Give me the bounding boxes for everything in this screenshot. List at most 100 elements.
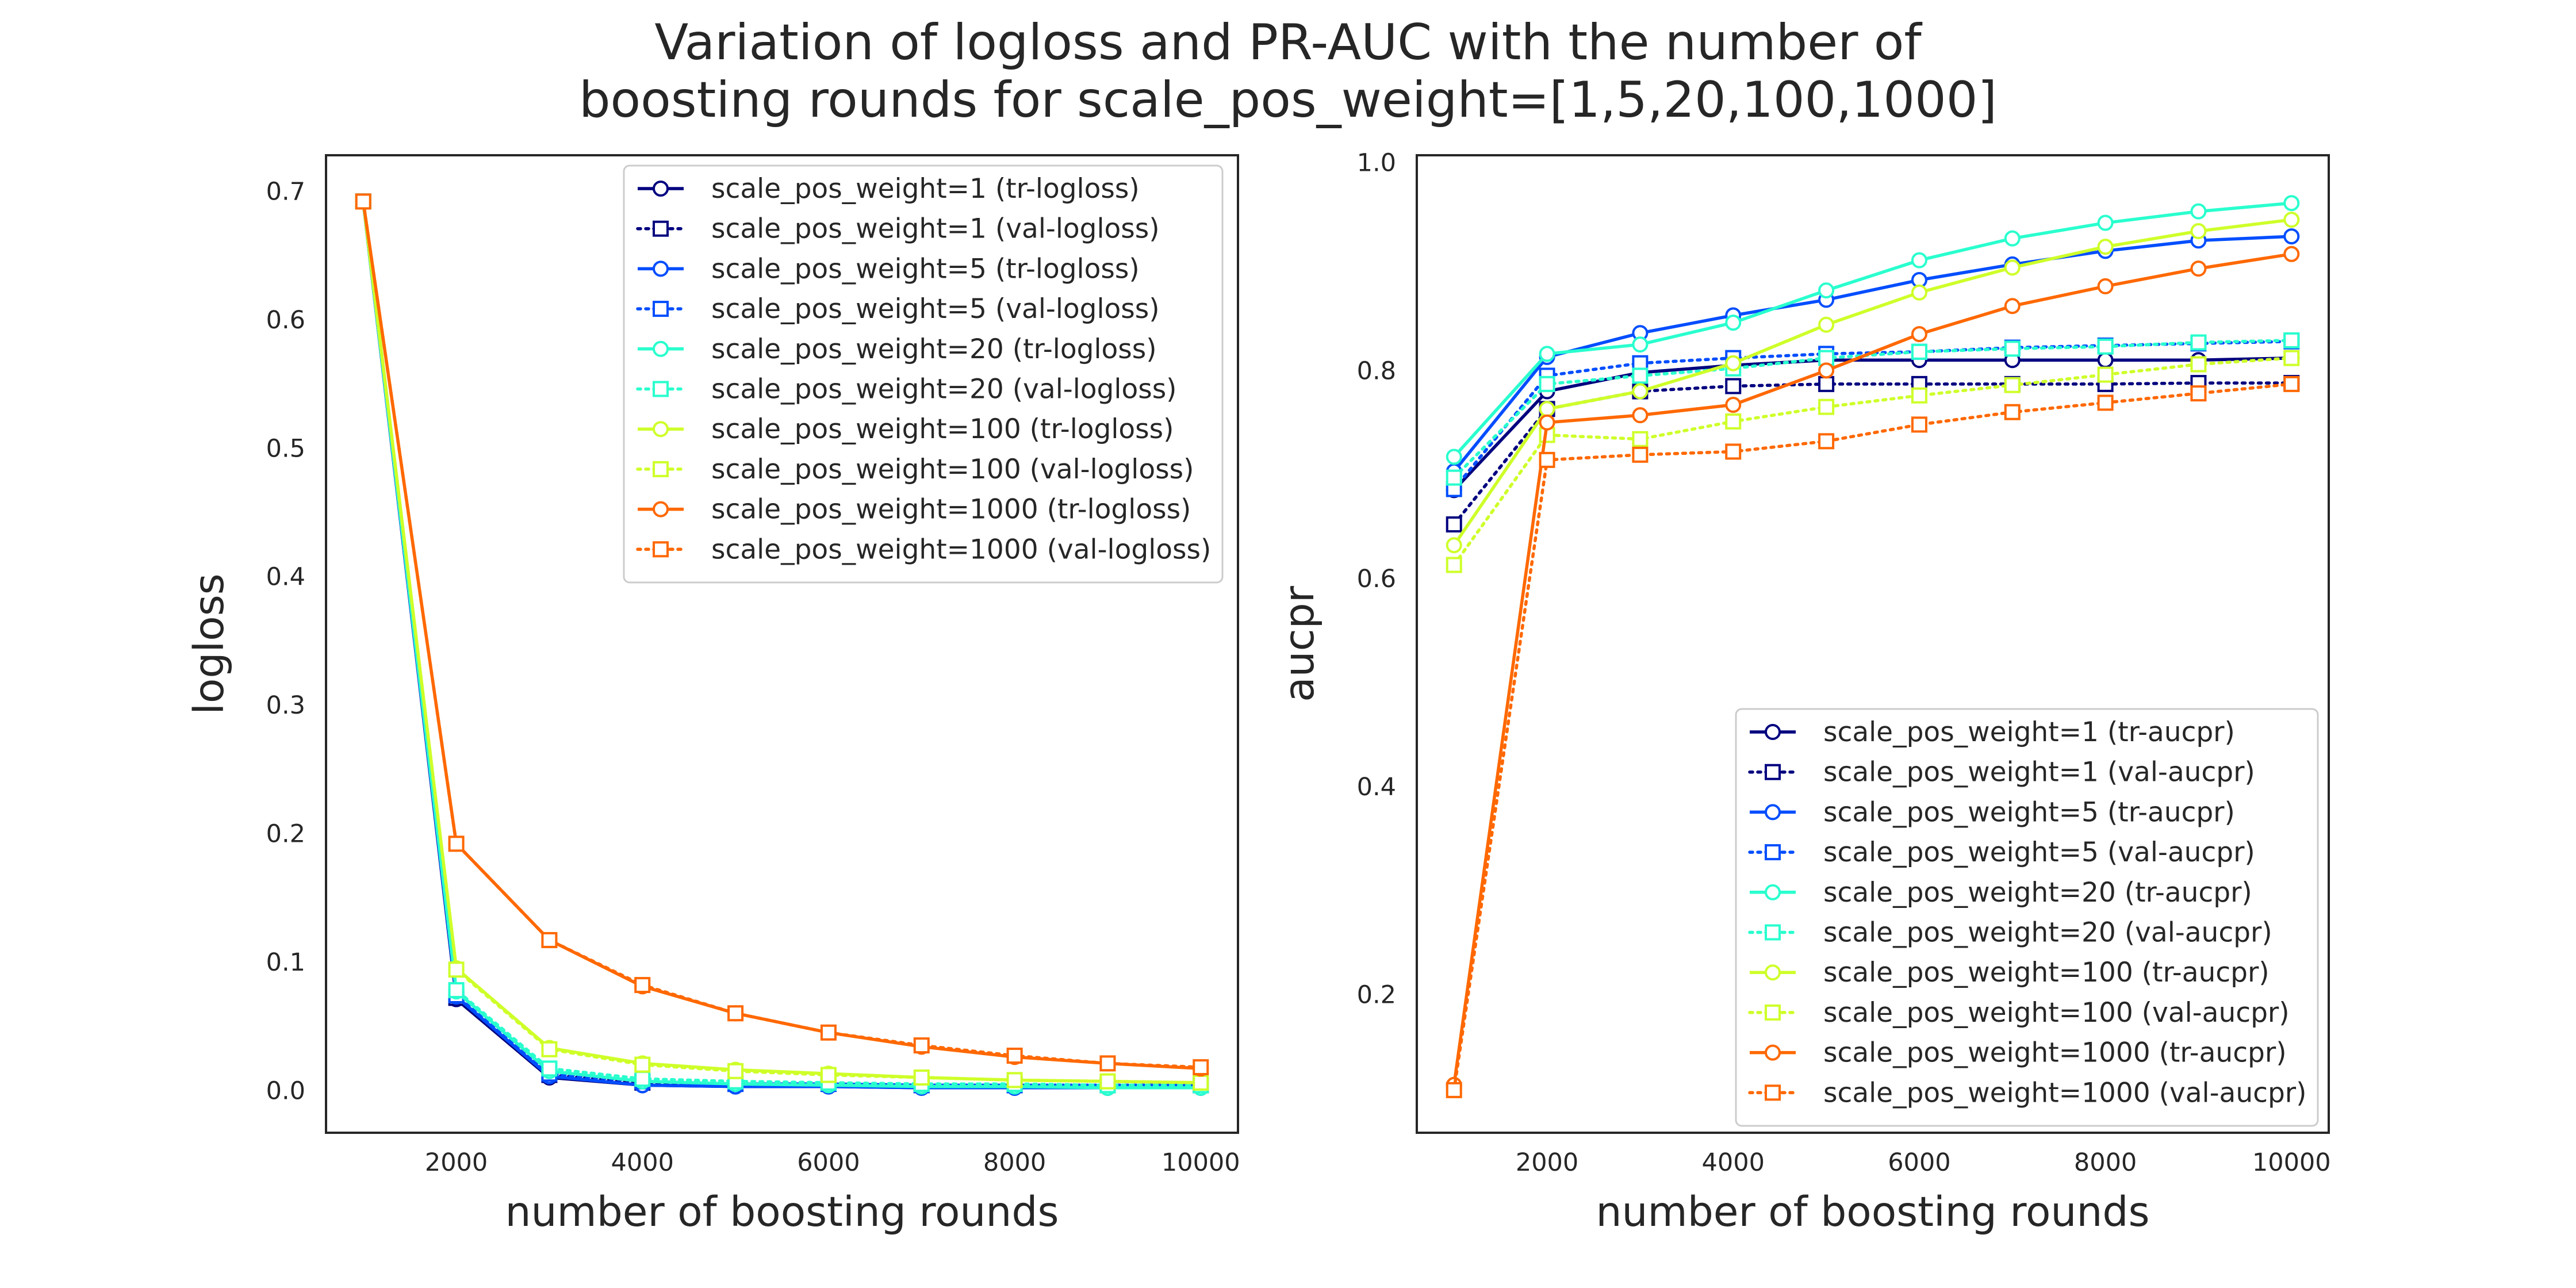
data-point	[2283, 375, 2300, 392]
legend-marker	[1765, 804, 1781, 821]
series-line	[361, 200, 1203, 1069]
data-point	[541, 1060, 558, 1077]
data-point	[1446, 1082, 1462, 1098]
data-point	[2283, 332, 2300, 348]
data-point	[1818, 282, 1835, 299]
data-point	[1099, 1073, 1116, 1090]
series-scale-pos-weight-20-tr-aucpr	[1446, 195, 2300, 465]
data-point	[1539, 346, 1555, 362]
y-tick-label: 0.2	[266, 820, 305, 849]
data-point	[2097, 394, 2114, 411]
data-point	[2190, 356, 2207, 373]
data-point	[1725, 378, 1742, 394]
legend-label: scale_pos_weight=20 (val-aucpr)	[1823, 917, 2272, 949]
data-point	[634, 1071, 651, 1087]
data-point	[1632, 431, 1649, 447]
figure-title-line-2: boosting rounds for scale_pos_weight=[1,…	[579, 71, 1997, 129]
data-point	[1446, 557, 1462, 573]
x-tick-label: 4000	[611, 1148, 674, 1177]
legend-label: scale_pos_weight=20 (tr-logloss)	[711, 334, 1157, 365]
data-point	[2097, 366, 2114, 383]
data-point	[1446, 469, 1462, 486]
series-scale-pos-weight-1000-val-aucpr	[1446, 375, 2300, 1098]
data-point	[1446, 516, 1462, 533]
legend-label: scale_pos_weight=1 (val-aucpr)	[1823, 757, 2255, 788]
data-point	[1725, 443, 1742, 460]
y-tick-label: 0.7	[266, 178, 305, 206]
legend: scale_pos_weight=1 (tr-aucpr) scale_pos_w…	[1735, 708, 2319, 1127]
data-point	[448, 982, 465, 999]
data-point	[1911, 343, 1927, 360]
legend-label: scale_pos_weight=5 (val-logloss)	[711, 293, 1160, 325]
data-point	[634, 977, 651, 994]
data-point	[2097, 214, 2114, 231]
data-point	[2283, 228, 2300, 245]
x-tick-label: 4000	[1702, 1148, 1765, 1177]
x-tick-label: 10000	[2252, 1148, 2331, 1177]
y-axis-label: logloss	[185, 573, 233, 714]
series-line	[1452, 382, 2294, 1092]
legend-marker	[653, 301, 669, 317]
data-point	[727, 1063, 744, 1079]
data-point	[1632, 367, 1649, 384]
y-tick-label: 0.8	[1357, 356, 1396, 385]
data-point	[2097, 239, 2114, 255]
legend-marker	[653, 340, 669, 357]
data-point	[2190, 334, 2207, 351]
data-point	[2097, 278, 2114, 294]
data-point	[2283, 350, 2300, 366]
plot-frame	[1416, 154, 2330, 1134]
legend-marker	[653, 181, 669, 197]
data-point	[1911, 416, 1927, 433]
data-point	[448, 961, 465, 978]
data-point	[2190, 223, 2207, 240]
series-line	[1452, 356, 2292, 492]
data-point	[1539, 375, 1555, 392]
series-line	[1452, 339, 2294, 480]
data-point	[1911, 284, 1927, 301]
legend-label: scale_pos_weight=100 (tr-logloss)	[711, 413, 1174, 445]
series-scale-pos-weight-1-tr-aucpr	[1446, 350, 2300, 499]
data-point	[541, 931, 558, 948]
data-point	[1193, 1074, 1209, 1091]
x-tick-label: 2000	[425, 1148, 488, 1177]
series-scale-pos-weight-20-val-aucpr	[1446, 332, 2300, 486]
data-point	[1725, 397, 1742, 413]
legend-box	[623, 164, 1224, 584]
legend-label: scale_pos_weight=5 (val-aucpr)	[1823, 837, 2255, 868]
legend-marker	[653, 421, 669, 438]
data-point	[1725, 413, 1742, 430]
data-point	[2004, 259, 2021, 276]
data-point	[1446, 448, 1462, 465]
data-point	[1818, 316, 1835, 333]
data-point	[1446, 537, 1462, 554]
legend-label: scale_pos_weight=1 (tr-aucpr)	[1823, 716, 2235, 748]
data-point	[1539, 414, 1555, 431]
data-point	[1818, 398, 1835, 415]
y-tick-label: 0.0	[266, 1076, 305, 1105]
data-point	[1632, 407, 1649, 424]
data-point	[2283, 212, 2300, 228]
data-point	[1911, 326, 1927, 343]
legend-label: scale_pos_weight=1000 (tr-logloss)	[711, 494, 1191, 526]
legend: scale_pos_weight=1 (tr-logloss) scale_pos…	[623, 164, 1224, 584]
series-line	[361, 200, 1203, 1087]
legend-label: scale_pos_weight=100 (val-logloss)	[711, 454, 1194, 485]
legend-marker	[1765, 964, 1781, 981]
legend-label: scale_pos_weight=100 (tr-aucpr)	[1823, 957, 2270, 988]
data-point	[1193, 1059, 1209, 1076]
data-point	[820, 1067, 837, 1083]
data-point	[2004, 404, 2021, 420]
y-tick-label: 0.2	[1357, 980, 1396, 1009]
series-line	[1452, 218, 2292, 546]
legend-label: scale_pos_weight=20 (val-logloss)	[711, 374, 1177, 405]
series-scale-pos-weight-1-val-aucpr	[1446, 375, 2300, 533]
legend-label: scale_pos_weight=5 (tr-aucpr)	[1823, 796, 2235, 828]
y-axis-label: aucpr	[1275, 585, 1323, 702]
legend-marker	[653, 501, 669, 518]
y-tick-label: 0.1	[266, 948, 305, 977]
data-point	[2004, 298, 2021, 315]
legend-marker	[653, 220, 669, 237]
x-tick-label: 6000	[1888, 1148, 1950, 1177]
data-point	[2097, 338, 2114, 355]
